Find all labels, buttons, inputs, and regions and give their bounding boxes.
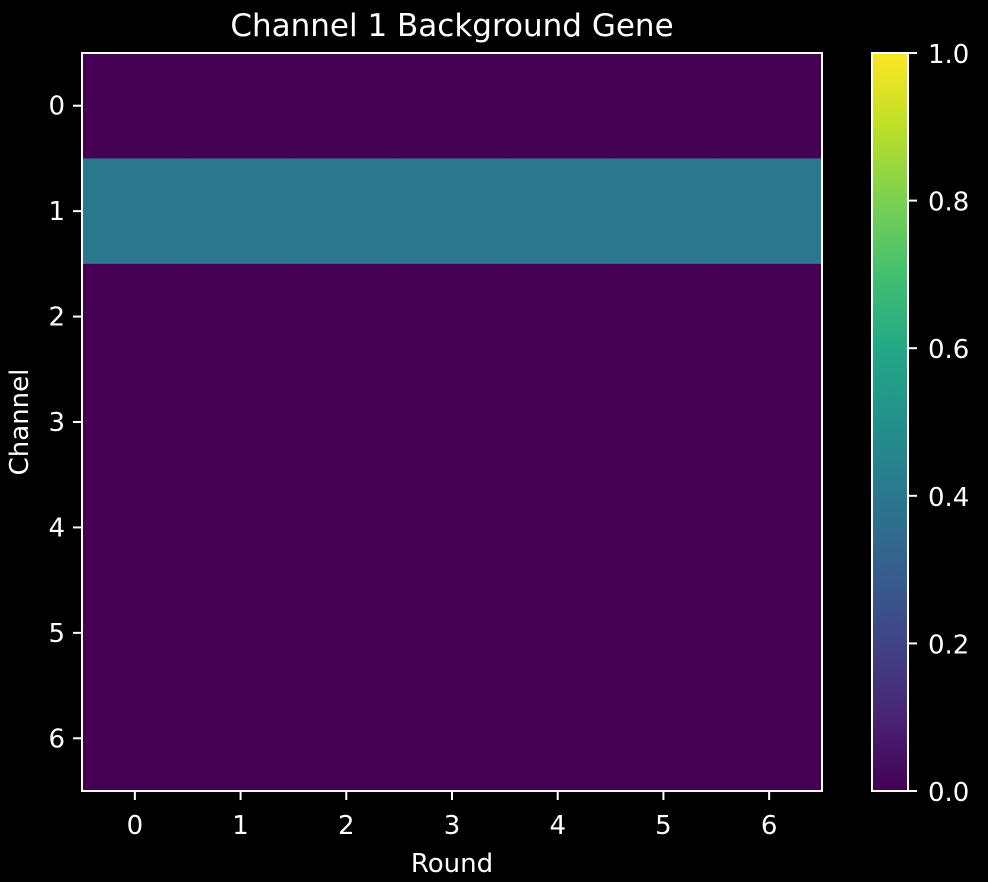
heatmap-cell bbox=[187, 158, 295, 265]
heatmap-cell bbox=[82, 685, 189, 792]
heatmap-cell bbox=[716, 263, 823, 370]
heatmap-cell bbox=[610, 263, 717, 370]
heatmap-cell bbox=[610, 580, 717, 687]
colorbar-tick-label: 0.2 bbox=[928, 630, 969, 660]
x-tick-label: 2 bbox=[338, 811, 355, 841]
heatmap-cell bbox=[504, 369, 612, 476]
heatmap-cell bbox=[187, 369, 295, 476]
heatmap-cell bbox=[82, 263, 189, 370]
heatmap-cell bbox=[399, 474, 506, 581]
heatmap-cell bbox=[187, 474, 295, 581]
heatmap-cell bbox=[399, 369, 506, 476]
heatmap-cell bbox=[610, 369, 717, 476]
heatmap-cell bbox=[293, 53, 400, 160]
y-tick-label: 1 bbox=[48, 197, 65, 227]
colorbar-tick-label: 0.0 bbox=[928, 778, 969, 808]
y-tick-label: 5 bbox=[48, 619, 65, 649]
heatmap-cell bbox=[293, 158, 400, 265]
colorbar-tick-label: 0.8 bbox=[928, 188, 969, 218]
heatmap-cell bbox=[610, 158, 717, 265]
y-axis-ticks: 0 1 2 3 4 5 6 bbox=[48, 92, 82, 754]
heatmap-cell bbox=[82, 369, 189, 476]
heatmap-cell bbox=[82, 580, 189, 687]
heatmap-cell bbox=[504, 158, 612, 265]
y-axis-label: Channel bbox=[5, 369, 35, 476]
heatmap-cell bbox=[82, 53, 189, 160]
heatmap-cell bbox=[187, 685, 295, 792]
x-axis-label: Round bbox=[411, 849, 493, 879]
heatmap-cell bbox=[399, 580, 506, 687]
heatmap-cell bbox=[187, 263, 295, 370]
x-tick-label: 0 bbox=[127, 811, 144, 841]
heatmap-cell bbox=[293, 685, 400, 792]
y-tick-label: 2 bbox=[48, 303, 65, 333]
heatmap-cell bbox=[293, 580, 400, 687]
heatmap-cell bbox=[399, 158, 506, 265]
colorbar-tick-label: 0.6 bbox=[928, 335, 969, 365]
x-tick-label: 5 bbox=[655, 811, 672, 841]
heatmap-cell bbox=[716, 580, 823, 687]
heatmap-cell bbox=[716, 474, 823, 581]
heatmap-cell bbox=[504, 580, 612, 687]
heatmap-cell bbox=[504, 263, 612, 370]
heatmap-cell bbox=[610, 474, 717, 581]
heatmap-cell bbox=[504, 474, 612, 581]
heatmap-cell bbox=[293, 369, 400, 476]
heatmap-cell bbox=[399, 263, 506, 370]
heatmap-cell bbox=[716, 685, 823, 792]
heatmap-cell bbox=[610, 53, 717, 160]
x-tick-label: 4 bbox=[549, 811, 566, 841]
heatmap-cell bbox=[716, 158, 823, 265]
heatmap-cell bbox=[399, 685, 506, 792]
y-tick-label: 3 bbox=[48, 408, 65, 438]
x-tick-label: 1 bbox=[232, 811, 249, 841]
heatmap-cell bbox=[504, 685, 612, 792]
heatmap-cell bbox=[82, 158, 189, 265]
colorbar-tick-label: 1.0 bbox=[928, 40, 969, 70]
x-axis-ticks: 0 1 2 3 4 5 6 bbox=[127, 791, 778, 841]
y-tick-label: 6 bbox=[48, 724, 65, 754]
heatmap-cell bbox=[610, 685, 717, 792]
colorbar-ticks: 0.0 0.2 0.4 0.6 0.8 1.0 bbox=[908, 40, 969, 808]
heatmap-cells bbox=[82, 53, 823, 792]
y-tick-label: 4 bbox=[48, 513, 65, 543]
colorbar-tick-label: 0.4 bbox=[928, 483, 969, 513]
x-tick-label: 3 bbox=[444, 811, 461, 841]
heatmap-cell bbox=[82, 474, 189, 581]
heatmap-cell bbox=[504, 53, 612, 160]
heatmap-cell bbox=[293, 474, 400, 581]
heatmap-cell bbox=[293, 263, 400, 370]
chart-title: Channel 1 Background Gene bbox=[230, 8, 673, 44]
y-tick-label: 0 bbox=[48, 92, 65, 122]
x-tick-label: 6 bbox=[761, 811, 778, 841]
heatmap-cell bbox=[716, 369, 823, 476]
heatmap-cell bbox=[187, 53, 295, 160]
colorbar bbox=[871, 52, 909, 792]
heatmap-cell bbox=[187, 580, 295, 687]
heatmap-cell bbox=[716, 53, 823, 160]
heatmap-cell bbox=[399, 53, 506, 160]
